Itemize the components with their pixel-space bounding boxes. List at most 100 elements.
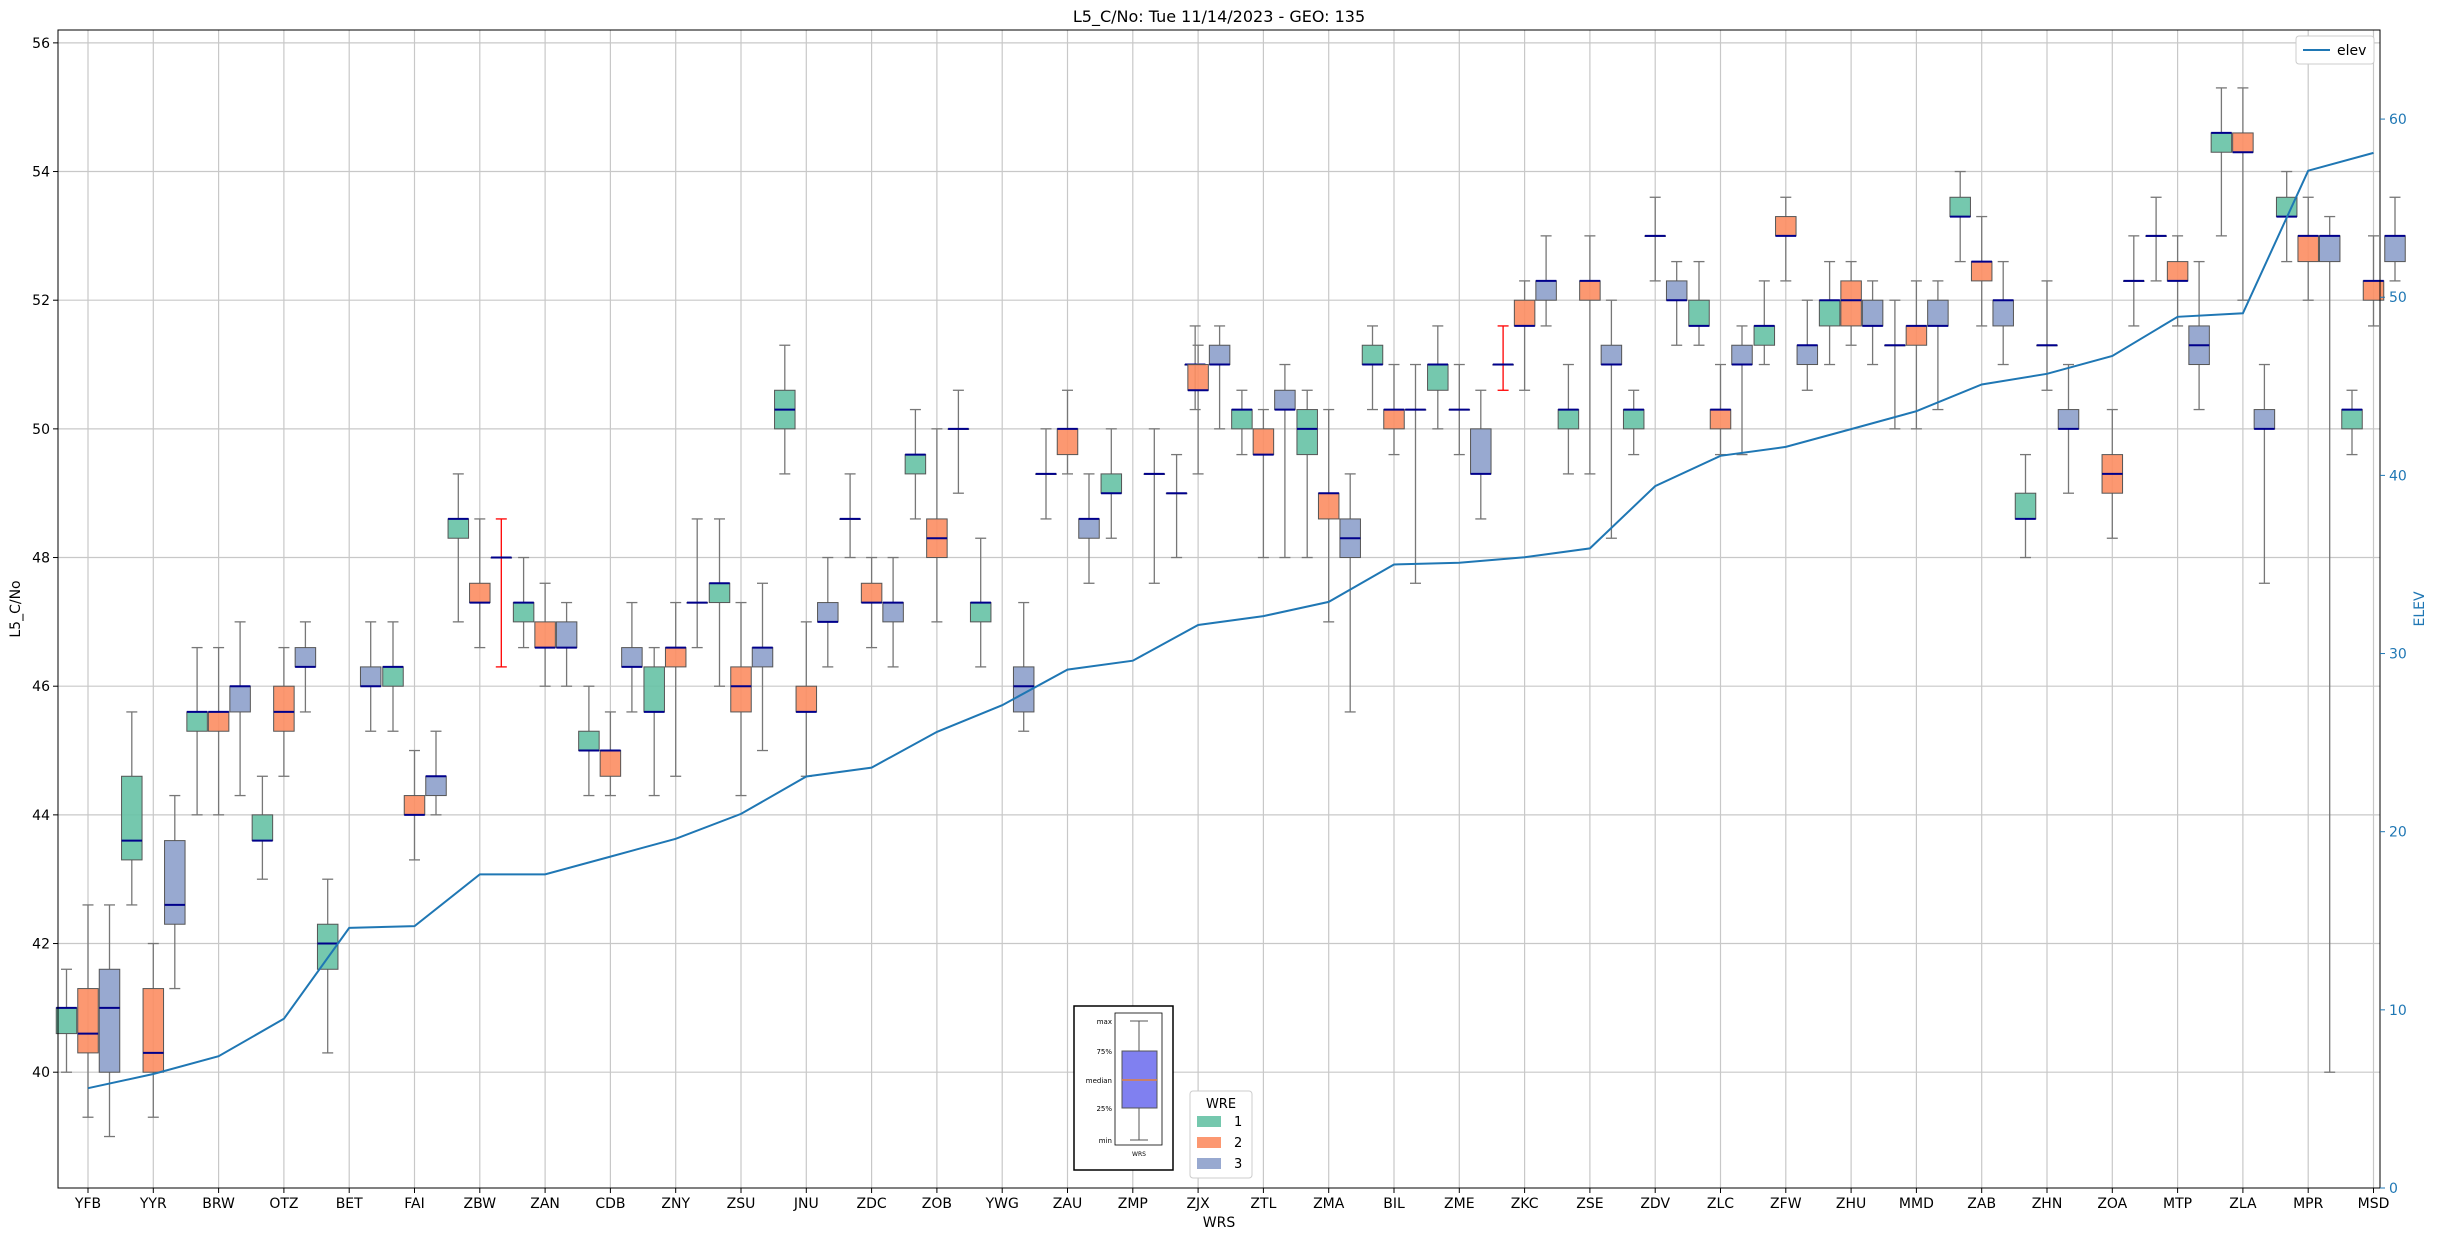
- box-iqr: [2057, 409, 2080, 430]
- y-tick-label: 54: [32, 165, 50, 181]
- y-tick-label: 44: [32, 808, 50, 824]
- box-iqr: [1187, 364, 1209, 391]
- box-iqr: [578, 730, 600, 752]
- elev-line-layer: [87, 151, 2374, 1090]
- box-zse-wre3: [1600, 299, 1623, 539]
- y-tick-label: 46: [32, 679, 50, 695]
- box-iqr: [643, 666, 665, 713]
- box-iqr: [425, 775, 447, 797]
- key-inset-label-max: max: [1097, 1018, 1112, 1026]
- box-zdc-wre2: [860, 556, 883, 649]
- box-iqr: [1600, 344, 1623, 366]
- box-cdb-wre1: [578, 685, 600, 797]
- box-jnu-wre3: [817, 556, 839, 668]
- box-zob-wre2: [926, 428, 948, 623]
- box-iqr: [621, 647, 643, 668]
- wre-legend-label-2: 2: [1234, 1136, 1242, 1151]
- box-iqr: [251, 814, 274, 842]
- box-zla-wre2: [2232, 87, 2254, 301]
- box-otz-wre2: [273, 646, 295, 777]
- box-zsu-wre3: [751, 582, 774, 752]
- box-ztl-wre2: [1252, 408, 1275, 559]
- box-jnu-wre1: [774, 344, 796, 475]
- box-zjx-wre2: [1187, 344, 1209, 475]
- box-iqr: [359, 666, 382, 687]
- y-tick-label: 52: [32, 293, 50, 309]
- box-zla-wre3: [2253, 363, 2276, 584]
- box-mpr-wre2: [2297, 196, 2319, 301]
- box-zme-wre3: [1470, 389, 1492, 520]
- x-tick-label: YFB: [74, 1196, 101, 1212]
- x-tick-label: ZDV: [1640, 1196, 1670, 1212]
- x-tick-label: ZHU: [1836, 1196, 1866, 1212]
- box-zfw-wre2: [1775, 196, 1797, 282]
- box-ywg-wre1: [969, 537, 992, 668]
- box-iqr: [1317, 492, 1340, 520]
- x-tick-label: ZAU: [1053, 1196, 1082, 1212]
- box-iqr: [904, 454, 927, 475]
- box-zhu-wre1: [1818, 260, 1841, 366]
- x-tick-label: JNU: [793, 1196, 819, 1212]
- box-zab-wre1: [1949, 170, 1971, 263]
- box-iqr: [1296, 409, 1318, 456]
- box-iqr: [708, 582, 731, 604]
- box-iqr: [2384, 235, 2406, 263]
- box-iqr: [1753, 325, 1776, 346]
- y-tick-label: 48: [32, 551, 50, 567]
- x-tick-label: ZLA: [2229, 1196, 2257, 1212]
- box-zny-wre3: [686, 518, 708, 649]
- box-fai-wre1: [382, 621, 404, 732]
- box-iqr: [2318, 235, 2341, 263]
- box-iqr: [1078, 518, 1100, 539]
- box-yyr-wre1: [121, 711, 143, 906]
- box-zab-wre2: [1970, 215, 1993, 327]
- y-tick-label: 40: [32, 1065, 50, 1081]
- y-axis-label: L5_C/No: [8, 580, 24, 637]
- box-brw-wre2: [207, 646, 230, 816]
- box-iqr: [186, 711, 208, 732]
- box-cdb-wre3: [621, 601, 643, 713]
- x-tick-label: MMD: [1899, 1196, 1934, 1212]
- x-tick-label: MSD: [2358, 1196, 2390, 1212]
- elev-legend: elev: [2295, 35, 2375, 65]
- y2-axis-label: ELEV: [2412, 591, 2428, 626]
- box-zhu-wre3: [1861, 280, 1884, 366]
- y-tick-label: 42: [32, 937, 50, 953]
- box-zlc-wre2: [1709, 363, 1732, 456]
- box-iqr: [403, 795, 426, 816]
- box-iqr: [1949, 196, 1971, 218]
- box-iqr: [1622, 409, 1645, 430]
- box-zmp-wre3: [1143, 428, 1166, 584]
- box-iqr: [121, 775, 143, 861]
- box-iqr: [55, 1007, 78, 1035]
- box-zse-wre2: [1579, 235, 1601, 475]
- box-bet-wre1: [316, 878, 339, 1054]
- x-tick-label: ZTL: [1250, 1196, 1276, 1212]
- box-iqr: [1709, 409, 1732, 430]
- box-zdv-wre3: [1665, 260, 1688, 346]
- box-iqr: [2232, 132, 2254, 153]
- box-iqr: [98, 968, 121, 1073]
- x-tick-label: ZDC: [857, 1196, 887, 1212]
- box-otz-wre1: [251, 775, 274, 880]
- elev-legend-box: [2295, 35, 2375, 65]
- box-iqr: [1208, 344, 1231, 366]
- x-tick-label: ZAB: [1967, 1196, 1996, 1212]
- box-zoa-wre2: [2101, 408, 2124, 539]
- box-zan-wre3: [555, 601, 578, 687]
- wre-legend-label-1: 1: [1234, 1115, 1242, 1130]
- wre-legend-swatch-3: [1197, 1158, 1221, 1169]
- box-mmd-wre1: [1884, 299, 1906, 430]
- box-iqr: [1992, 299, 2014, 327]
- key-inset-label-q1: 25%: [1096, 1105, 1112, 1113]
- box-fai-wre2: [403, 749, 426, 861]
- box-iqr: [817, 602, 839, 623]
- box-mtp-wre1: [2145, 196, 2167, 282]
- box-iqr: [599, 750, 622, 777]
- x-tick-label: YYR: [139, 1196, 167, 1212]
- box-iqr: [2014, 492, 2037, 520]
- box-iqr: [1274, 389, 1296, 411]
- box-mtp-wre2: [2166, 235, 2189, 327]
- box-iqr: [77, 988, 99, 1054]
- y2-tick-label: 0: [2389, 1181, 2398, 1197]
